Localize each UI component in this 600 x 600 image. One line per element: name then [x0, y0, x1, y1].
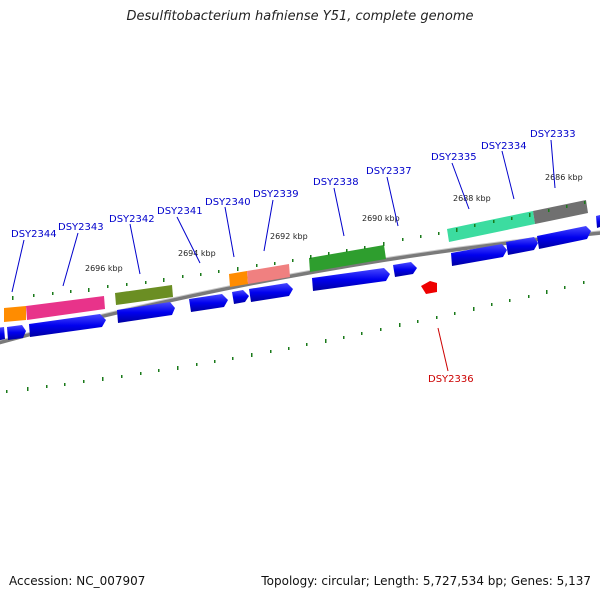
gene-arrow: [596, 215, 600, 228]
gene-label[interactable]: DSY2334: [481, 141, 527, 152]
gene-label[interactable]: DSY2344: [11, 229, 57, 240]
leader-lines: [11, 139, 556, 293]
cog-bar-green: [309, 245, 386, 272]
gene-arrow-highlight[interactable]: [421, 281, 437, 294]
gene-label[interactable]: DSY2342: [109, 214, 155, 225]
gene-label[interactable]: DSY2339: [253, 189, 299, 200]
gene-label[interactable]: DSY2338: [313, 177, 359, 188]
gene-arrow: [0, 327, 5, 341]
leader-line-highlight: [437, 327, 449, 372]
gene-label-highlight[interactable]: DSY2336: [428, 374, 474, 385]
cog-bar-orange: [4, 306, 26, 322]
gene-label[interactable]: DSY2335: [431, 152, 477, 163]
gene-label[interactable]: DSY2333: [530, 129, 576, 140]
kbp-label: 2688 kbp: [453, 194, 491, 203]
kbp-label: 2696 kbp: [85, 264, 123, 273]
gene-arrow: [232, 290, 249, 304]
kbp-label: 2686 kbp: [545, 173, 583, 182]
gene-arrow: [7, 325, 26, 340]
gene-label[interactable]: DSY2340: [205, 197, 251, 208]
gene-arrow: [117, 302, 175, 323]
gene-arrow: [29, 314, 106, 337]
kbp-label: 2692 kbp: [270, 232, 308, 241]
cog-bar-aquamarine: [447, 211, 535, 242]
cog-bar-magenta: [26, 296, 105, 320]
gene-arrow: [393, 262, 417, 277]
genome-title: Desulfitobacterium hafniense Y51, comple…: [126, 9, 474, 24]
kbp-label: 2690 kbp: [362, 214, 400, 223]
gene-arrow: [451, 244, 507, 266]
gene-arrow: [189, 294, 228, 312]
kbp-labels: 2696 kbp 2694 kbp 2692 kbp 2690 kbp 2688…: [85, 173, 583, 273]
gene-label[interactable]: DSY2337: [366, 166, 412, 177]
gene-arrows: [0, 215, 600, 341]
tick-marks-lower: [6, 281, 585, 393]
gene-labels: DSY2344 DSY2343 DSY2342 DSY2341 DSY2340 …: [11, 129, 576, 385]
cog-track: [4, 200, 588, 322]
gene-label[interactable]: DSY2341: [157, 206, 203, 217]
accession-text: Accession: NC_007907: [9, 574, 146, 588]
cog-bar-gray: [533, 200, 588, 224]
gene-arrow: [249, 283, 293, 302]
gene-arrow: [312, 268, 390, 291]
cog-bar-orange-2: [229, 271, 248, 287]
cog-bar-salmon: [247, 264, 290, 284]
gene-arrow: [537, 226, 591, 249]
gene-label[interactable]: DSY2343: [58, 222, 104, 233]
gene-arrow: [506, 237, 538, 255]
cog-bar-olive: [115, 285, 173, 305]
genome-stats-text: Topology: circular; Length: 5,727,534 bp…: [261, 574, 591, 588]
tick-marks-upper: [12, 201, 586, 300]
kbp-label: 2694 kbp: [178, 249, 216, 258]
